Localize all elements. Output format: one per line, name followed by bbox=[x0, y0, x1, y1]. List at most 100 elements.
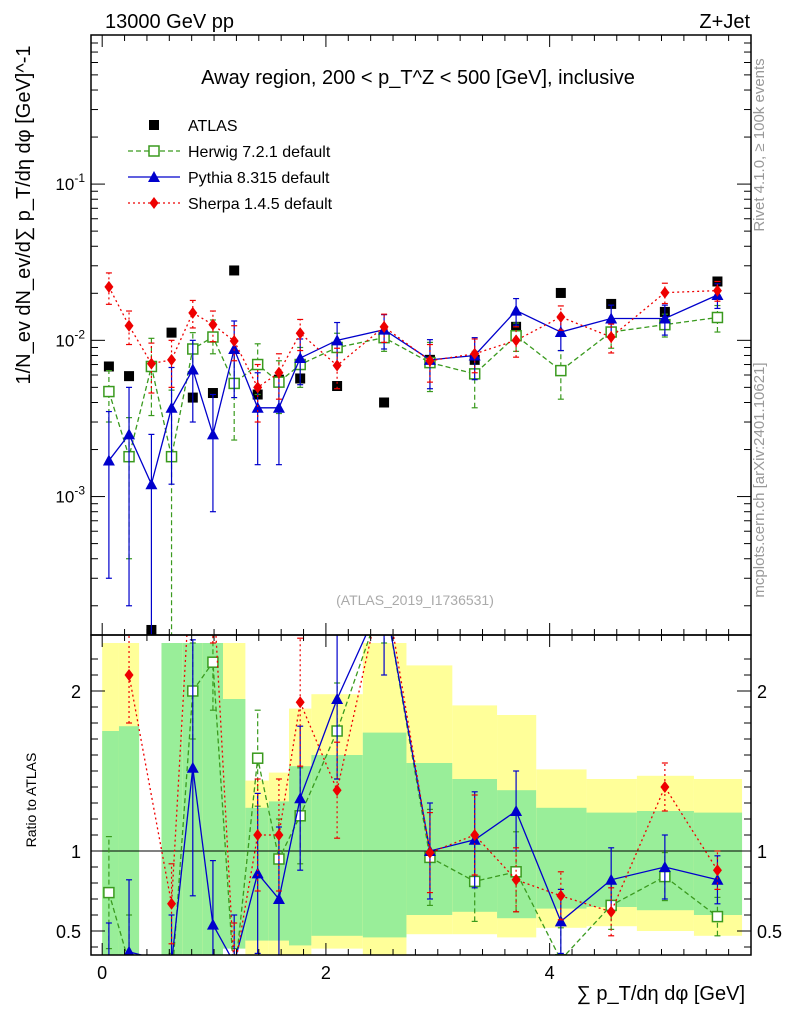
pythia-point bbox=[658, 312, 671, 324]
pythia-point bbox=[331, 334, 344, 346]
sherpa-point bbox=[379, 320, 389, 333]
pythia-point bbox=[145, 478, 158, 490]
pythia-point bbox=[510, 304, 523, 316]
y-tick-label-main: 10-1 bbox=[55, 171, 85, 194]
pythia-ratio-point bbox=[510, 805, 523, 816]
sherpa-point bbox=[660, 286, 670, 299]
x-tick-label: 4 bbox=[545, 963, 555, 983]
legend-marker bbox=[149, 120, 159, 130]
main-series-group bbox=[102, 265, 724, 635]
legend-label: Sherpa 1.4.5 default bbox=[188, 196, 333, 213]
pythia-point bbox=[294, 352, 307, 364]
pythia-point bbox=[165, 401, 178, 413]
sherpa-point bbox=[556, 311, 566, 324]
pythia-ratio-point bbox=[166, 957, 178, 968]
sherpa-ratio-point bbox=[208, 573, 217, 585]
herwig-ratio-point bbox=[711, 910, 724, 923]
herwig-ratio-line bbox=[108, 635, 718, 955]
ratio-series-group bbox=[103, 525, 724, 990]
pythia-ratio-point bbox=[272, 893, 285, 904]
sherpa-ratio-point bbox=[380, 573, 389, 585]
pythia-point bbox=[186, 363, 199, 375]
sherpa-point bbox=[295, 327, 305, 340]
ratio-uncertainty-bands bbox=[102, 643, 743, 955]
sherpa-ratio-point bbox=[124, 669, 134, 681]
y-tick-label-ratio: 1 bbox=[71, 842, 81, 862]
herwig-ratio-point bbox=[229, 976, 239, 986]
pythia-ratio-point bbox=[206, 918, 219, 930]
legend-label: Pythia 8.315 default bbox=[188, 170, 330, 187]
atlas-point bbox=[555, 287, 566, 298]
sherpa-point bbox=[253, 381, 263, 394]
sherpa-ratio-point bbox=[712, 864, 722, 877]
sherpa-point bbox=[188, 306, 198, 319]
sherpa-point bbox=[124, 319, 134, 332]
sherpa-point bbox=[274, 366, 284, 379]
ratio-band-green bbox=[102, 731, 119, 955]
sherpa-ratio-point bbox=[332, 784, 342, 797]
pythia-ratio-point bbox=[605, 873, 618, 885]
atlas-point bbox=[103, 361, 114, 372]
sherpa-ratio-point bbox=[556, 889, 566, 902]
herwig-ratio-point bbox=[167, 980, 177, 990]
legend-label: Herwig 7.2.1 default bbox=[188, 144, 331, 161]
ratio-band-green bbox=[118, 726, 140, 955]
pythia-ratio-line bbox=[124, 635, 718, 955]
sherpa-point bbox=[712, 284, 722, 297]
sherpa-point bbox=[146, 357, 156, 370]
herwig-point bbox=[555, 364, 567, 377]
x-tick-label: 2 bbox=[321, 963, 331, 983]
plot-frames bbox=[90, 34, 752, 956]
ratio-band-green bbox=[223, 699, 246, 949]
sherpa-point bbox=[229, 335, 239, 348]
sherpa-ratio-point bbox=[295, 696, 305, 709]
pythia-point bbox=[272, 401, 285, 413]
plot-title: Away region, 200 < p_T^Z < 500 [GeV], in… bbox=[201, 67, 635, 89]
pythia-point bbox=[206, 428, 219, 440]
atlas-point bbox=[379, 397, 390, 408]
sherpa-point bbox=[208, 318, 218, 331]
herwig-ratio-point bbox=[555, 954, 567, 955]
atlas-point bbox=[229, 265, 240, 276]
sherpa-point bbox=[104, 280, 114, 293]
sherpa-ratio-point bbox=[660, 781, 670, 793]
legend-label: ATLAS bbox=[188, 118, 238, 135]
pythia-ratio-point bbox=[658, 861, 671, 872]
sherpa-point bbox=[425, 354, 435, 367]
legend-marker bbox=[148, 145, 160, 157]
y-tick-label-ratio-right: 2 bbox=[757, 682, 767, 702]
atlas-point bbox=[124, 371, 135, 382]
herwig-ratio-point bbox=[207, 656, 219, 668]
pythia-point bbox=[228, 343, 241, 355]
pythia-ratio-point bbox=[554, 915, 567, 927]
pythia-line bbox=[108, 294, 718, 487]
herwig-ratio-point bbox=[251, 752, 264, 764]
legend-marker bbox=[148, 171, 160, 182]
pythia-point bbox=[123, 428, 136, 440]
sherpa-ratio-point bbox=[606, 905, 616, 918]
sherpa-ratio-point bbox=[230, 965, 239, 977]
herwig-ratio-point bbox=[124, 958, 134, 968]
x-axis-label: ∑ p_T/dη dφ [GeV] bbox=[577, 983, 745, 1005]
sherpa-point bbox=[606, 331, 616, 344]
herwig-point bbox=[711, 311, 724, 324]
y-tick-label-ratio-right: 1 bbox=[757, 842, 767, 862]
sherpa-ratio-point bbox=[425, 846, 435, 859]
sherpa-point bbox=[332, 359, 342, 372]
y-axis-label-main: 1/N_ev dN_ev/d∑ p_T/dη dφ [GeV]^-1 bbox=[13, 45, 35, 384]
sherpa-ratio-point bbox=[511, 873, 521, 886]
y-tick-label-main: 10-3 bbox=[55, 484, 85, 507]
analysis-id: (ATLAS_2019_I1736531) bbox=[336, 592, 494, 608]
pythia-point bbox=[605, 312, 618, 324]
axis-ticks: 0 2 4 10-1 10-2 10-3 0.5 0.5 1 1 2 2 bbox=[55, 34, 782, 983]
sherpa-point bbox=[167, 353, 177, 366]
y-tick-label-main: 10-2 bbox=[55, 327, 85, 350]
sherpa-ratio-point bbox=[188, 525, 197, 537]
y-tick-label-ratio-right: 0.5 bbox=[757, 922, 782, 942]
x-tick-label: 0 bbox=[97, 963, 107, 983]
sherpa-ratio-point bbox=[274, 829, 284, 841]
atlas-point bbox=[207, 388, 218, 399]
ratio-band-green bbox=[202, 643, 223, 955]
legend-marker bbox=[149, 197, 159, 209]
